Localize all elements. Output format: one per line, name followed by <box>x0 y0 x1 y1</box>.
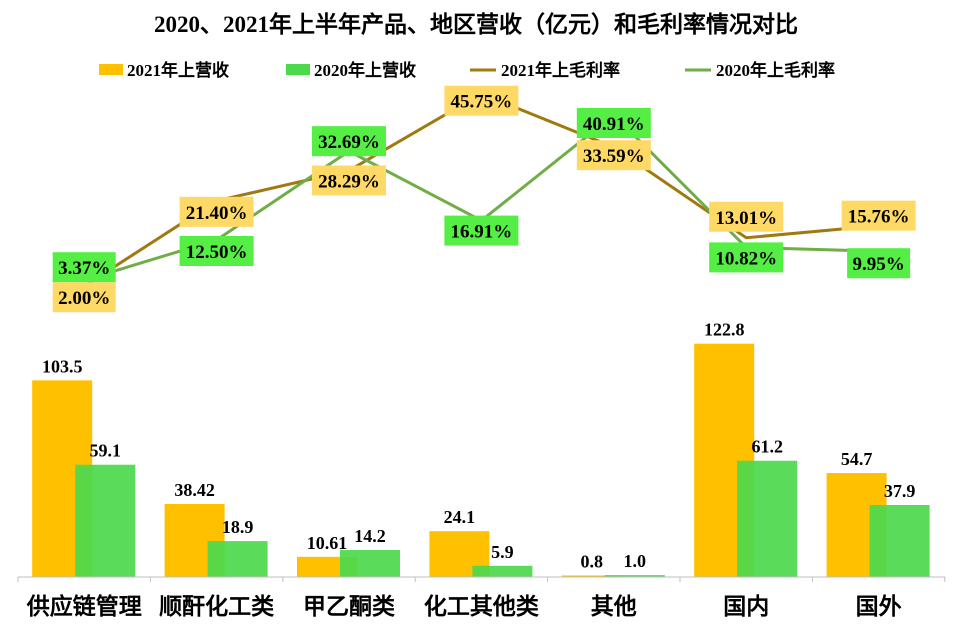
line-label-box <box>576 140 651 171</box>
line-label-box <box>312 126 386 157</box>
line-label: 12.50% <box>186 242 248 263</box>
category-label: 甲乙酮类 <box>303 594 395 619</box>
line-label-box <box>179 196 254 227</box>
line-label-box <box>52 252 116 283</box>
line-label-box <box>709 242 784 273</box>
bar-label: 5.9 <box>491 542 514 562</box>
bar-label: 0.8 <box>581 551 604 571</box>
line-label: 2.00% <box>58 288 110 309</box>
line-label: 16.91% <box>451 222 513 243</box>
line-label-box <box>52 282 116 313</box>
bar-2020-3 <box>472 565 533 577</box>
legend-swatch-bar-2021 <box>99 64 123 75</box>
legend-label-line-2021: 2021年上毛利率 <box>501 60 620 80</box>
category-label: 供应链管理 <box>26 593 142 619</box>
bar-label: 122.8 <box>704 320 745 340</box>
bar-label: 24.1 <box>444 507 476 527</box>
category-label: 国内 <box>723 594 769 619</box>
line-label: 15.76% <box>848 207 910 228</box>
line-label-box <box>841 200 916 231</box>
legend-label-line-2020: 2020年上毛利率 <box>716 60 835 80</box>
bar-2020-0 <box>75 464 136 577</box>
bar-2020-4 <box>604 575 665 577</box>
bar-label: 14.2 <box>354 526 386 546</box>
category-label: 化工其他类 <box>424 593 539 619</box>
line-label: 45.75% <box>451 92 513 113</box>
category-label: 顺酐化工类 <box>159 593 274 619</box>
legend-swatch-bar-2020 <box>286 64 310 75</box>
line-label-box <box>444 215 519 246</box>
bar-2020-2 <box>340 550 400 577</box>
chart-title: 2020、2021年上半年产品、地区营收（亿元）和毛利率情况对比 <box>154 11 798 37</box>
bar-2020-6 <box>869 504 930 577</box>
line-label: 40.91% <box>583 114 645 135</box>
bar-label: 18.9 <box>222 517 254 537</box>
line-label-box <box>709 201 784 232</box>
bar-label: 38.42 <box>174 480 215 500</box>
line-label-box <box>312 165 386 196</box>
bar-2021-4 <box>561 575 622 577</box>
line-label: 21.40% <box>186 203 248 224</box>
bar-label: 1.0 <box>624 551 647 571</box>
bar-label: 61.2 <box>751 437 783 457</box>
bar-label: 59.1 <box>89 441 121 461</box>
line-label-box <box>847 248 911 279</box>
bar-label: 37.9 <box>884 481 916 501</box>
legend-label-bar-2020: 2020年上营收 <box>314 60 416 80</box>
line-label: 3.37% <box>58 258 110 279</box>
line-label-box <box>179 236 254 266</box>
legend-label-bar-2021: 2021年上营收 <box>127 60 229 80</box>
bar-label: 103.5 <box>42 356 83 376</box>
category-label: 其他 <box>591 594 637 619</box>
bar-2020-5 <box>737 460 798 577</box>
bar-2020-1 <box>207 541 268 577</box>
line-label: 9.95% <box>852 254 904 275</box>
bar-label: 54.7 <box>841 449 873 469</box>
category-label: 国外 <box>856 593 902 619</box>
line-label: 33.59% <box>583 146 645 167</box>
line-label: 10.82% <box>715 248 777 269</box>
line-label: 32.69% <box>318 132 380 153</box>
bar-label: 10.61 <box>307 533 348 553</box>
line-label: 28.29% <box>318 172 380 193</box>
line-label: 13.01% <box>715 208 777 229</box>
line-label-box <box>576 107 651 138</box>
legend: 2021年上营收 2020年上营收 2021年上毛利率 2020年上毛利率 <box>99 60 835 80</box>
line-label-box <box>444 85 519 116</box>
